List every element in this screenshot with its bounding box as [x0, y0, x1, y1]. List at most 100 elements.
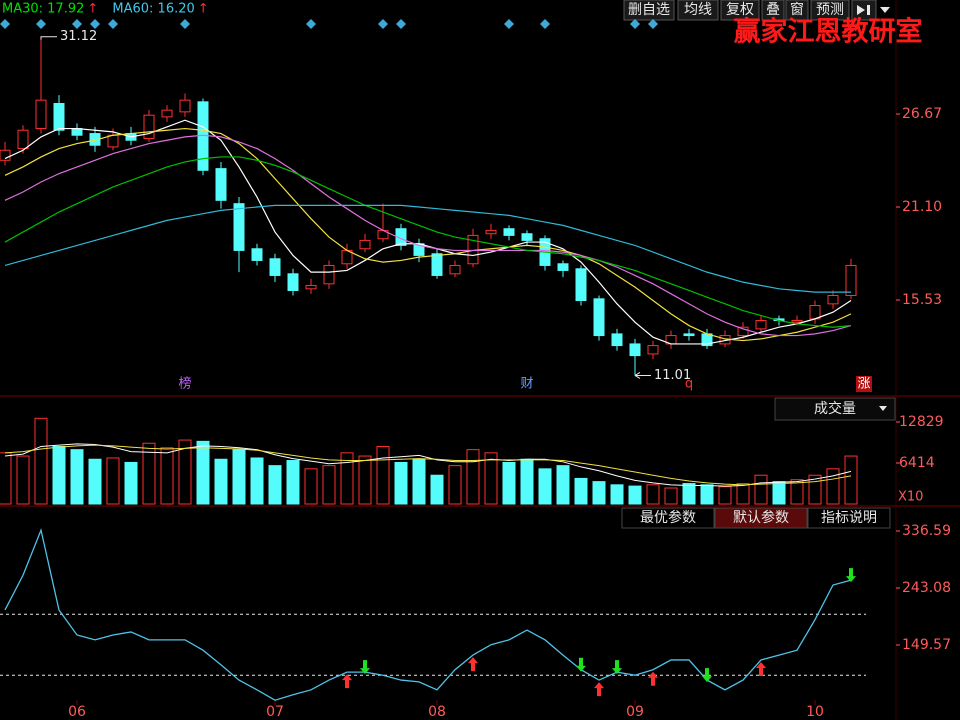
- buy-arrow: [648, 671, 658, 686]
- volume-bar: [538, 468, 552, 505]
- legend-entry: MA60: 16.20: [112, 2, 194, 17]
- signal-diamond: [180, 19, 190, 29]
- candle-body: [71, 128, 83, 136]
- signal-diamond: [36, 19, 46, 29]
- button-label[interactable]: 删自选: [628, 2, 670, 18]
- button-label[interactable]: 均线: [684, 2, 712, 18]
- volume-bar: [340, 452, 354, 505]
- candle-body: [53, 103, 65, 131]
- candle-body: [449, 264, 461, 275]
- signal-diamond: [504, 19, 514, 29]
- volume-bar: [178, 439, 192, 505]
- x-tick-label: 08: [428, 704, 446, 720]
- tab-label[interactable]: 默认参数: [733, 509, 789, 526]
- signal-diamond: [396, 19, 406, 29]
- signal-diamond: [630, 19, 640, 29]
- tab[interactable]: [621, 507, 715, 529]
- signal-diamond: [306, 19, 316, 29]
- volume-bar: [322, 465, 336, 505]
- volume-bar: [286, 460, 300, 505]
- tab-label[interactable]: 最优参数: [640, 509, 696, 526]
- buy-arrow: [756, 661, 766, 676]
- volume-bar: [394, 461, 408, 505]
- volume-bar: [718, 486, 732, 505]
- moving-average: [4, 127, 852, 342]
- volume-bar: [160, 447, 174, 505]
- volume-bar: [376, 445, 390, 505]
- button[interactable]: [785, 0, 809, 21]
- tab-label[interactable]: 指标说明: [821, 510, 877, 526]
- signal-diamond: [72, 19, 82, 29]
- volume-bar: [88, 458, 102, 505]
- candle-body: [431, 253, 443, 276]
- button-label[interactable]: 预测: [816, 2, 844, 18]
- volume-bar: [682, 483, 696, 505]
- volume-bar: [574, 477, 588, 505]
- volume-bar: [664, 487, 678, 505]
- event-label: q: [685, 377, 693, 392]
- volume-bar: [214, 458, 228, 505]
- volume-bar: [610, 484, 624, 505]
- legend-arrow: ↑: [87, 2, 98, 17]
- unit-label: X10: [898, 490, 923, 505]
- event-badge: [856, 376, 872, 392]
- moving-average: [4, 156, 852, 328]
- signal-diamond: [648, 19, 658, 29]
- volume-bar: [754, 474, 768, 505]
- candle-body: [647, 345, 659, 355]
- indicator-line: [4, 527, 852, 701]
- sell-arrow: [576, 657, 586, 672]
- volume-bar: [430, 474, 444, 505]
- button[interactable]: [761, 0, 785, 21]
- volume-bar: [142, 442, 156, 505]
- y-tick-label: 149.57: [902, 637, 951, 653]
- candle-body: [503, 228, 515, 236]
- annotation-label: 11.01: [654, 368, 691, 383]
- volume-selector-label[interactable]: 成交量: [814, 400, 856, 417]
- event-label: 榜: [178, 376, 191, 392]
- candle-body: [305, 284, 317, 290]
- button-label[interactable]: 窗: [790, 1, 804, 18]
- button-label[interactable]: 叠: [766, 2, 780, 18]
- volume-bar: [772, 481, 786, 505]
- volume-bar: [628, 485, 642, 505]
- volume-bar: [304, 468, 318, 505]
- candle-body: [737, 326, 749, 337]
- button[interactable]: [810, 0, 850, 21]
- candle-body: [683, 333, 695, 337]
- dropdown-icon[interactable]: [879, 406, 887, 411]
- volume-bar: [592, 481, 606, 505]
- volume-bar: [736, 483, 750, 505]
- volume-bar: [34, 417, 48, 505]
- volume-bar: [520, 458, 534, 505]
- buy-arrow: [342, 674, 352, 689]
- volume-bar: [448, 465, 462, 505]
- signal-diamond: [540, 19, 550, 29]
- button[interactable]: [677, 0, 719, 21]
- volume-bar: [196, 440, 210, 505]
- button[interactable]: [623, 0, 675, 21]
- volume-bar: [412, 458, 426, 505]
- button[interactable]: [720, 0, 760, 21]
- volume-bar: [484, 452, 498, 505]
- signal-diamond: [378, 19, 388, 29]
- volume-selector[interactable]: [774, 397, 896, 421]
- volume-bar: [268, 465, 282, 505]
- volume-bar: [232, 449, 246, 505]
- button-label[interactable]: 复权: [726, 1, 754, 18]
- volume-bar: [826, 468, 840, 505]
- volume-bar: [556, 465, 570, 505]
- dropdown-icon[interactable]: [880, 7, 890, 13]
- signal-diamond: [108, 19, 118, 29]
- candle-body: [179, 99, 191, 113]
- candle-body: [269, 258, 281, 276]
- tab[interactable]: [807, 507, 891, 529]
- candle-body: [161, 109, 173, 118]
- sell-arrow: [702, 668, 712, 683]
- tab[interactable]: [714, 507, 808, 529]
- volume-bar: [0, 452, 12, 505]
- volume-bar: [16, 455, 30, 505]
- candle-body: [17, 129, 29, 150]
